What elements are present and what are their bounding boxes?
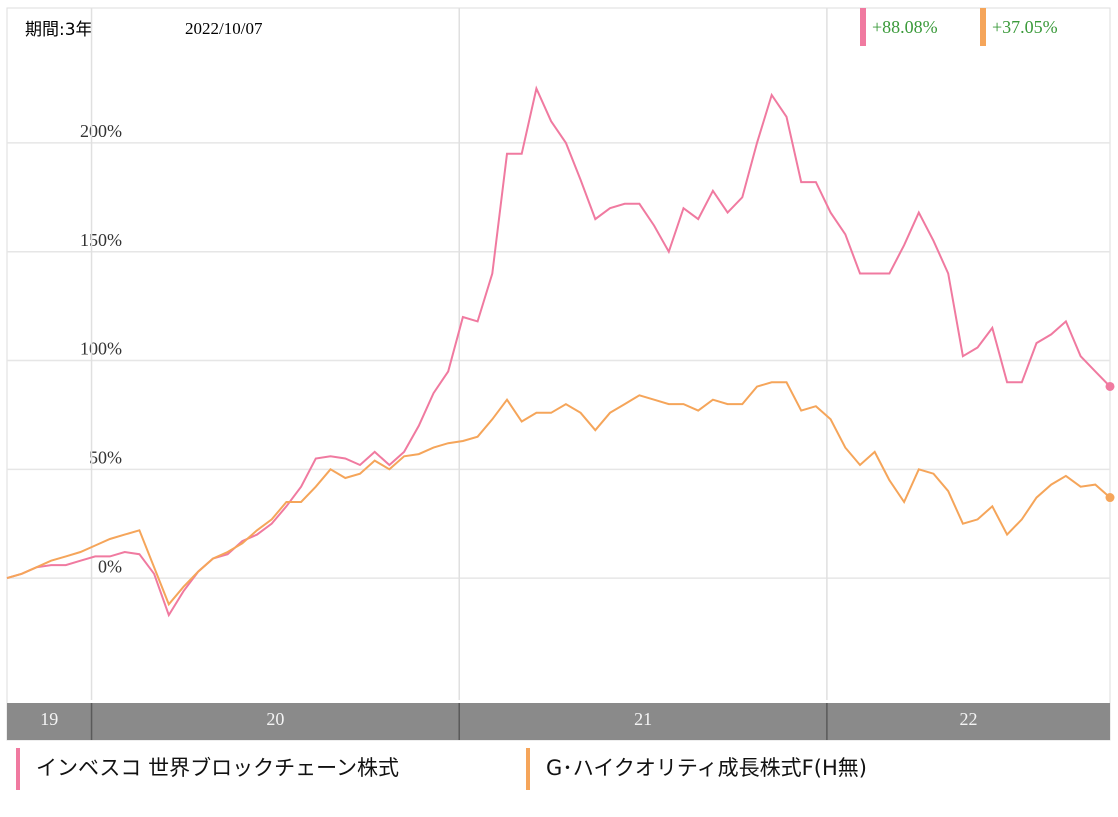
summary-swatch xyxy=(980,8,986,46)
legend-swatch xyxy=(526,748,530,790)
x-tick-label: 21 xyxy=(634,709,652,729)
x-tick-label: 22 xyxy=(959,709,977,729)
summary-label: +88.08% xyxy=(872,17,938,37)
x-tick-label: 20 xyxy=(266,709,284,729)
date-label: 2022/10/07 xyxy=(185,19,263,38)
x-tick-label: 19 xyxy=(40,709,58,729)
y-tick-label: 50% xyxy=(89,447,122,467)
y-tick-label: 0% xyxy=(98,556,122,576)
y-tick-label: 200% xyxy=(80,121,122,141)
plot-frame xyxy=(6,7,1111,741)
y-tick-label: 100% xyxy=(80,339,122,359)
year-band xyxy=(7,703,1110,740)
summary-label: +37.05% xyxy=(992,17,1058,37)
legend-label: G･ハイクオリティ成長株式F(H無) xyxy=(546,756,867,780)
end-point xyxy=(1105,493,1115,503)
series-line xyxy=(6,381,1111,607)
legend-swatch xyxy=(16,748,20,790)
series-line xyxy=(6,85,1111,618)
y-tick-label: 150% xyxy=(80,230,122,250)
period-label: 期間:3年 xyxy=(25,20,93,40)
end-point xyxy=(1105,381,1115,391)
summary-swatch xyxy=(860,8,866,46)
legend-label: インベスコ 世界ブロックチェーン株式 xyxy=(36,756,399,780)
